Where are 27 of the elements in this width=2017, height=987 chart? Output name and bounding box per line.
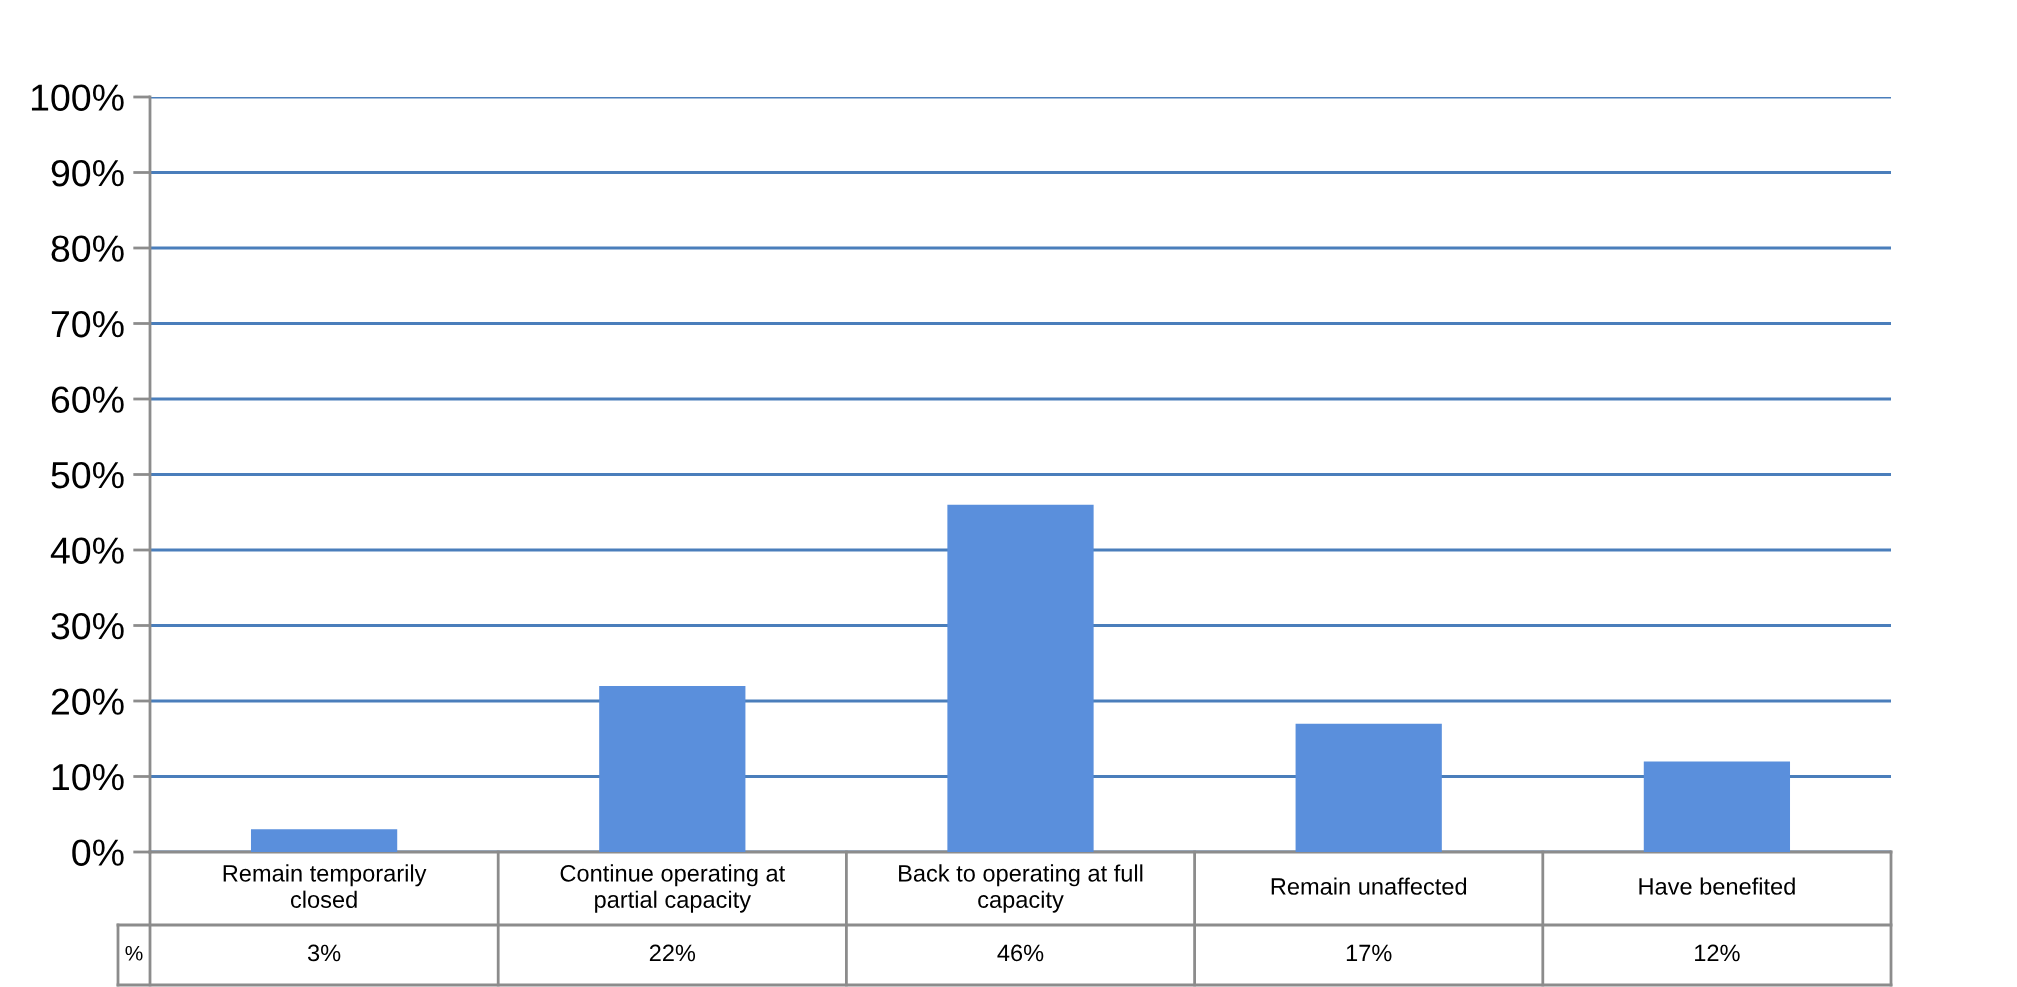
data-label: 3% [307,944,341,962]
y-tick-label: 20% [51,688,124,715]
y-tick-label: 100% [31,84,124,111]
y-tick-label: 70% [51,310,124,338]
data-label: 17% [1346,944,1392,962]
x-tick-label: Have benefited [1639,877,1795,895]
y-tick-label: 40% [50,537,124,564]
data-label: 46% [997,944,1044,962]
data-label: 12% [1695,944,1740,962]
x-tick-label: Remain unaffected [1271,877,1467,895]
x-tick-label: Back to operating at full capacity [899,864,1143,913]
bar [1295,723,1442,852]
y-tick-label: 60% [51,386,124,413]
y-tick-label: 0% [72,839,124,866]
y-tick-label: 10% [52,763,124,791]
y-tick-label: 90% [51,159,124,187]
y-tick-label: 80% [51,235,124,262]
text: % [125,945,143,961]
x-tick-label: Remain temporarily closed [223,864,427,908]
y-tick-label: 30% [51,612,124,640]
bar [250,829,398,852]
data-label: 22% [649,944,696,962]
bar [947,504,1094,852]
x-tick-label: Continue operating at partial capacity [560,864,786,913]
y-tick-label: 50% [51,461,124,489]
bar [1643,761,1791,852]
bar [599,685,746,852]
